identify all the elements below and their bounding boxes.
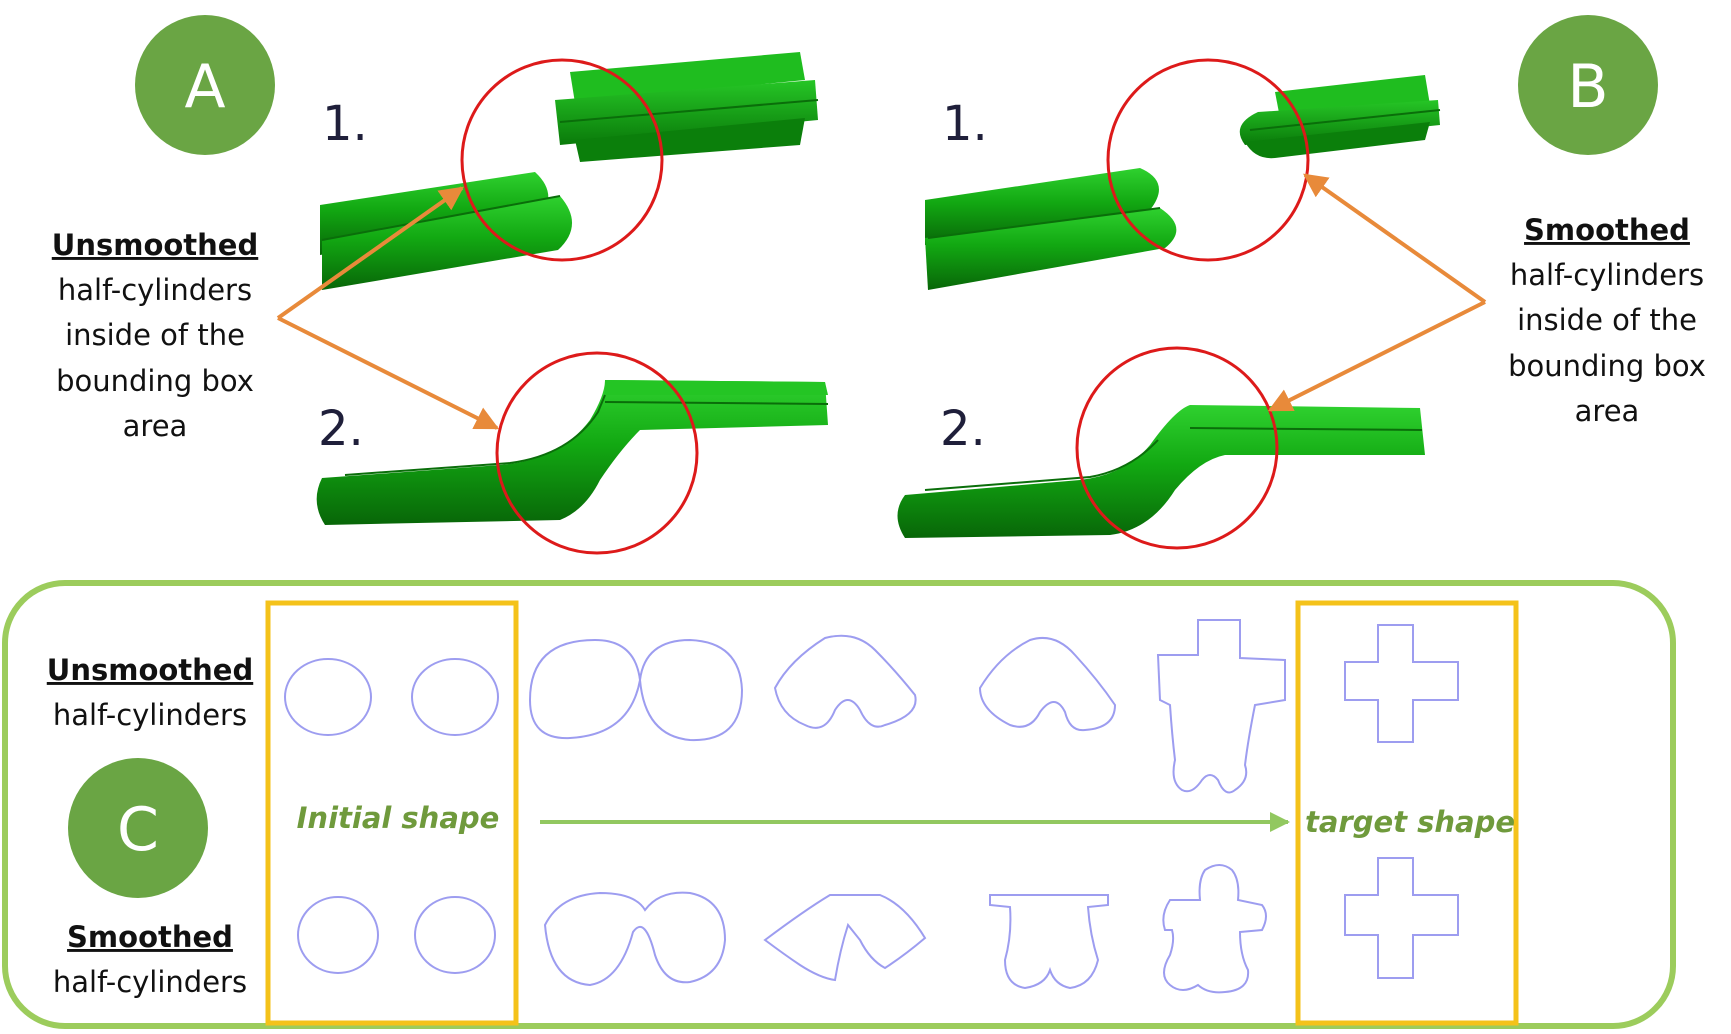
a2-merged-tube	[316, 380, 829, 525]
caption-b-title: Smoothed	[1524, 213, 1690, 247]
row-bottom-outlines	[297, 857, 1459, 994]
badge-c-letter: C	[117, 795, 159, 865]
b-pointer-arrow-bottom	[1267, 300, 1486, 412]
a1-right-cross-bar	[555, 52, 819, 162]
caption-a-title: Unsmoothed	[52, 228, 258, 262]
caption-a-line: inside of the	[65, 318, 245, 352]
outline-step-4-smooth	[1162, 864, 1267, 994]
row-bottom-subtitle: half-cylinders	[53, 965, 247, 999]
initial-shape-box	[265, 600, 519, 1026]
panel-a: A 1. 2. Unsmoothed half-cylinders inside…	[52, 15, 829, 555]
panel-b: B 1. 2. Smoothed half-cylinders inside o…	[897, 15, 1706, 550]
caption-a: Unsmoothed half-cylinders inside of the …	[52, 228, 258, 443]
caption-b-line: half-cylinders	[1510, 258, 1704, 292]
a2-highlight-circle	[495, 351, 699, 555]
outline-step-4	[1156, 619, 1286, 794]
step-a-1: 1.	[322, 96, 368, 152]
badge-a-letter: A	[184, 52, 225, 122]
a-pointer-arrow-top	[276, 186, 464, 320]
outline-step-3-smooth	[989, 894, 1109, 990]
outline-step-1-right	[638, 638, 744, 742]
outline-initial-circle-right	[411, 658, 499, 736]
panel-c: C Unsmoothed half-cylinders Smoothed hal…	[2, 580, 1676, 1029]
outline-step-1-left	[528, 638, 642, 740]
caption-a-line: half-cylinders	[58, 273, 252, 307]
outline-step-2-smooth	[763, 894, 927, 982]
caption-b-line: inside of the	[1517, 303, 1697, 337]
row-bottom-title: Smoothed	[67, 920, 233, 954]
a1-highlight-circle	[460, 58, 664, 262]
badge-a: A	[135, 15, 275, 155]
target-shape-box	[1295, 600, 1519, 1026]
b1-left-smoothed-tubes	[925, 168, 1177, 290]
caption-b-line: bounding box	[1508, 349, 1706, 383]
b1-highlight-circle	[1106, 58, 1310, 262]
target-shape-label: target shape	[1305, 805, 1515, 839]
b2-highlight-circle	[1075, 346, 1279, 550]
badge-b-letter: B	[1567, 52, 1608, 122]
outline-step-1-smooth	[543, 891, 727, 987]
initial-shape-label: Initial shape	[297, 801, 500, 835]
outline-target-cross-bottom	[1344, 857, 1459, 979]
step-b-2: 2.	[940, 401, 986, 457]
outline-initial-circle-left	[284, 658, 372, 736]
row-top-outlines	[284, 619, 1459, 794]
step-b-1: 1.	[942, 96, 988, 152]
a1-left-half-cylinders	[320, 172, 573, 290]
b2-merged-tube	[897, 405, 1425, 538]
outline-step-3	[978, 636, 1117, 732]
step-a-2: 2.	[318, 401, 364, 457]
row-top-subtitle: half-cylinders	[53, 698, 247, 732]
outline-initial-circle-right-smooth	[414, 896, 496, 974]
a-pointer-arrow-bottom	[277, 316, 500, 430]
outline-step-2	[773, 634, 917, 729]
caption-b: Smoothed half-cylinders inside of the bo…	[1508, 213, 1706, 428]
badge-c: C	[68, 758, 208, 898]
caption-a-line: bounding box	[56, 364, 254, 398]
outline-target-cross-top	[1344, 624, 1459, 743]
caption-b-line: area	[1575, 394, 1640, 428]
b-pointer-arrow-top	[1303, 173, 1487, 304]
panel-c-frame	[2, 580, 1676, 1029]
row-top-title: Unsmoothed	[47, 653, 253, 687]
caption-a-line: area	[123, 409, 188, 443]
outline-initial-circle-left-smooth	[297, 896, 379, 974]
b1-right-smoothed-bar	[1239, 75, 1441, 159]
badge-b: B	[1518, 15, 1658, 155]
